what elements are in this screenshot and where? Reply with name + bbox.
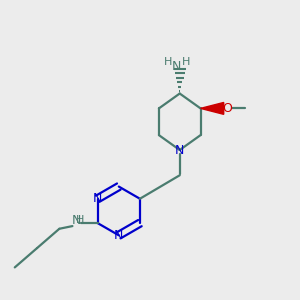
Polygon shape xyxy=(200,102,224,114)
Text: H: H xyxy=(182,57,190,67)
Text: H: H xyxy=(164,57,172,67)
Text: N: N xyxy=(72,214,81,226)
Text: N: N xyxy=(93,192,102,205)
Text: O: O xyxy=(222,102,232,115)
Text: N: N xyxy=(114,229,124,242)
Text: H: H xyxy=(76,215,85,225)
Text: N: N xyxy=(175,143,184,157)
Text: N: N xyxy=(172,60,181,73)
